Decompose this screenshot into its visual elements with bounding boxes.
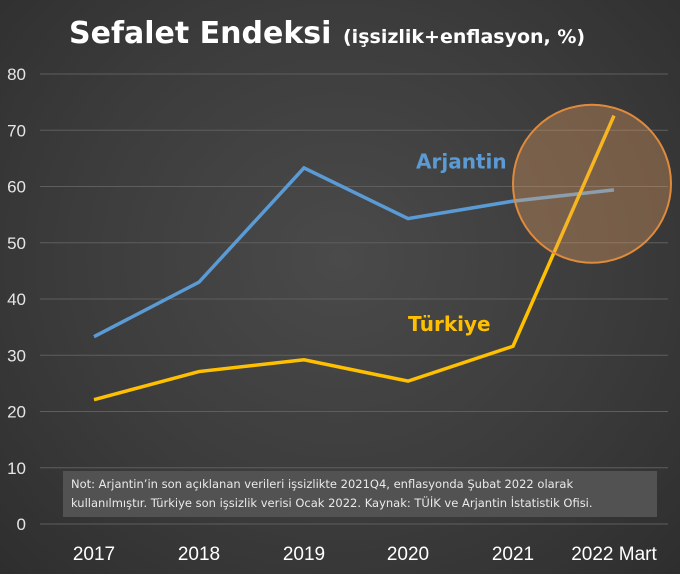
y-tick-label: 10: [7, 459, 26, 478]
series-line-1: [93, 114, 616, 402]
series-label-0: Arjantin: [416, 150, 507, 174]
series-labels: Arjantin Türkiye: [408, 150, 507, 337]
y-tick-label: 50: [7, 234, 26, 253]
y-tick-label: 60: [7, 178, 26, 197]
y-tick-label: 20: [7, 403, 26, 422]
x-tick-label: 2020: [387, 544, 429, 565]
y-tick-label: 40: [7, 290, 26, 309]
y-tick-label: 30: [7, 346, 26, 365]
highlight-ellipse: [512, 103, 672, 264]
y-tick-label: 80: [7, 65, 26, 84]
gridlines: [40, 73, 668, 525]
series-label-1: Türkiye: [408, 312, 491, 336]
x-tick-label: 2017: [73, 544, 115, 565]
source-note: Not: Arjantin’in son açıklanan verileri …: [63, 471, 657, 517]
x-axis: 2017 2018 2019 2020 2021 2022 Mart: [73, 544, 658, 565]
y-tick-label: 0: [17, 515, 26, 534]
series-lines: [93, 114, 616, 402]
highlight-circle: [512, 103, 672, 264]
y-tick-label: 70: [7, 121, 26, 140]
series-line-0: [93, 165, 615, 339]
y-axis: 0 10 20 30 40 50 60 70 80: [7, 65, 26, 534]
x-tick-label: 2018: [178, 544, 220, 565]
x-tick-label: 2019: [283, 544, 325, 565]
x-tick-label: 2021: [492, 544, 534, 565]
x-tick-label: 2022 Mart: [571, 544, 657, 565]
chart-title: Sefalet Endeksi: [69, 16, 331, 51]
chart-subtitle: (işsizlik+enflasyon, %): [343, 26, 585, 48]
